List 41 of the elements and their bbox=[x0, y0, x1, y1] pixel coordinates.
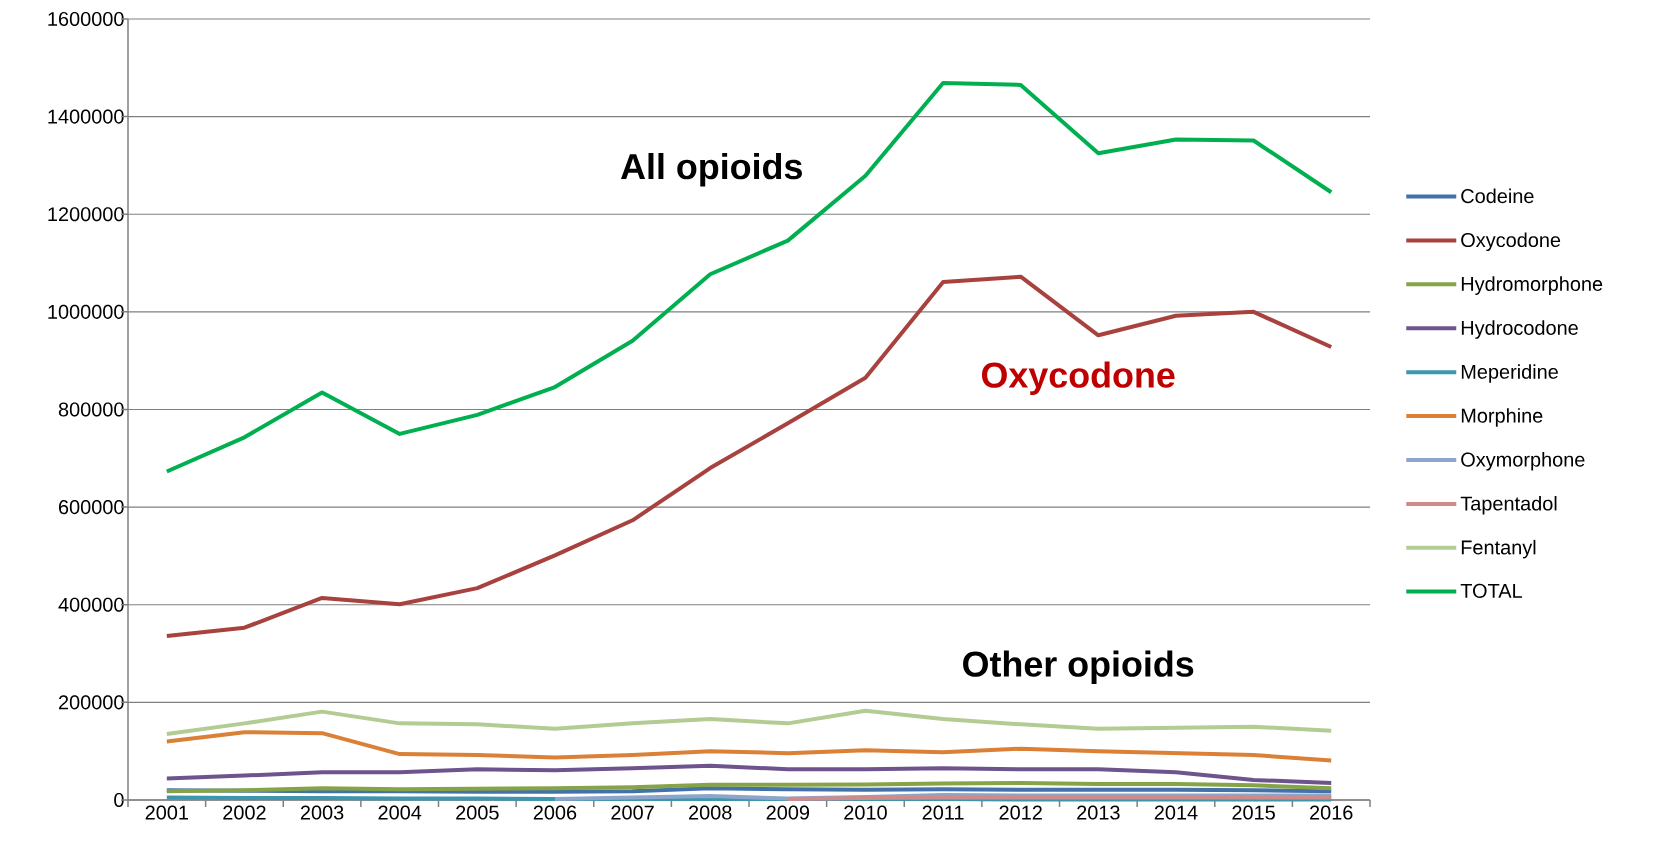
line-series bbox=[164, 80, 1334, 474]
x-tick-label: 2008 bbox=[689, 805, 732, 820]
legend-label: Codeine bbox=[1461, 188, 1534, 204]
x-tick-label: 2010 bbox=[844, 805, 887, 820]
x-tick-label: 2002 bbox=[223, 805, 266, 820]
annotation: All opioids bbox=[620, 153, 802, 187]
legend-label: Morphine bbox=[1461, 408, 1543, 427]
x-tick-label: 2005 bbox=[456, 805, 499, 820]
legend-label: Fentanyl bbox=[1461, 539, 1536, 559]
x-tick-label: 2006 bbox=[533, 805, 577, 820]
x-tick-label: 2004 bbox=[378, 805, 422, 820]
y-tick-label: 1400000 bbox=[48, 109, 124, 124]
legend-label: Oxycodone bbox=[1461, 232, 1561, 252]
x-tick-label: 2015 bbox=[1232, 805, 1275, 820]
x-tick-label: 2007 bbox=[611, 805, 654, 820]
x-tick-label: 2012 bbox=[999, 805, 1042, 820]
x-tick-label: 2013 bbox=[1077, 805, 1120, 820]
line-series bbox=[164, 274, 1334, 638]
legend-label: Hydromorphone bbox=[1461, 276, 1603, 295]
x-tick-label: 2009 bbox=[766, 805, 810, 820]
annotation: Other opioids bbox=[963, 650, 1194, 684]
y-tick-label: 600000 bbox=[59, 500, 124, 515]
x-tick-label: 2016 bbox=[1310, 805, 1353, 820]
y-tick-label: 1000000 bbox=[48, 304, 124, 319]
legend-label: Hydrocodone bbox=[1461, 320, 1578, 339]
y-tick-label: 800000 bbox=[58, 402, 124, 417]
legend-label: Meperidine bbox=[1461, 364, 1558, 383]
y-tick-label: 1200000 bbox=[48, 207, 124, 222]
y-tick-label: 1600000 bbox=[48, 11, 124, 27]
legend-label: TOTAL bbox=[1460, 583, 1522, 598]
y-tick-label: 400000 bbox=[58, 597, 124, 612]
x-tick-label: 2001 bbox=[145, 805, 188, 820]
legend-label: Tapentadol bbox=[1460, 495, 1557, 515]
line-series bbox=[164, 763, 1334, 785]
x-tick-label: 2014 bbox=[1154, 805, 1198, 820]
annotation: Oxycodone bbox=[981, 361, 1175, 395]
legend-label: Oxymorphone bbox=[1461, 452, 1585, 471]
y-tick-label: 200000 bbox=[58, 695, 124, 710]
y-tick-label: 0 bbox=[114, 792, 124, 808]
x-tick-label: 2011 bbox=[922, 805, 964, 820]
x-tick-label: 2003 bbox=[300, 805, 344, 820]
